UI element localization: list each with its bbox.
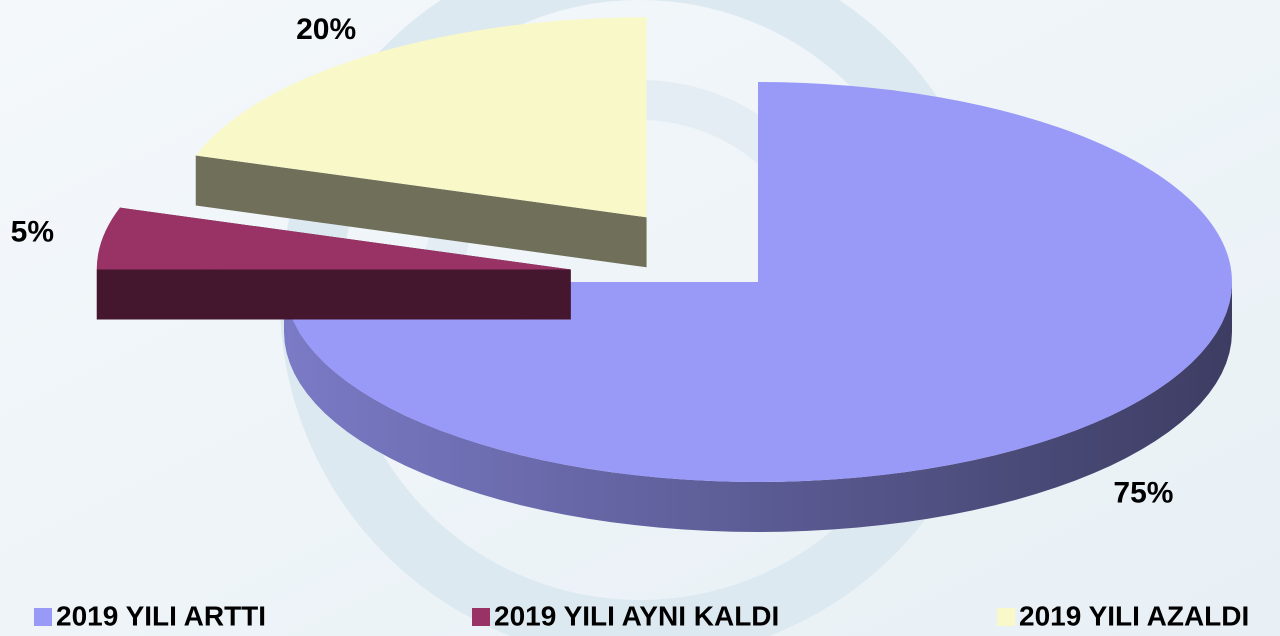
legend-label: 2019 YILI AYNI KALDI: [494, 600, 779, 631]
legend-label: 2019 YILI AZALDI: [1019, 600, 1249, 631]
pie-slice: [96, 207, 571, 270]
pie-slice: [284, 82, 1232, 482]
legend-swatch: [34, 608, 52, 626]
legend-swatch: [997, 608, 1015, 626]
legend-label: 2019 YILI ARTTI: [56, 600, 266, 631]
data-label: 5%: [11, 215, 54, 248]
pie-side: [195, 155, 647, 268]
data-label: 75%: [1113, 477, 1173, 510]
legend-swatch: [472, 608, 490, 626]
pie-slice: [195, 17, 647, 218]
data-label: 20%: [296, 13, 356, 46]
pie-rim: [284, 282, 1232, 532]
